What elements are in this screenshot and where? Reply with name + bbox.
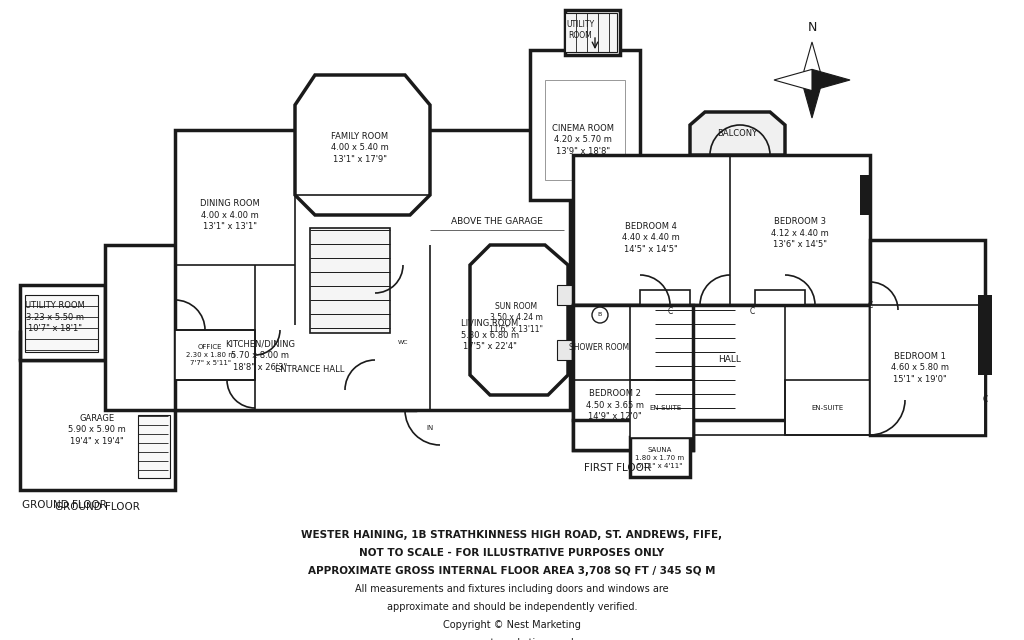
Text: SUN ROOM
3.50 x 4.24 m
11'6" x 13'11": SUN ROOM 3.50 x 4.24 m 11'6" x 13'11" <box>489 301 543 334</box>
Text: BEDROOM 4
4.40 x 4.40 m
14'5" x 14'5": BEDROOM 4 4.40 x 4.40 m 14'5" x 14'5" <box>623 221 680 254</box>
Text: OFFICE
2.30 x 1.80 m
7'7" x 5'11": OFFICE 2.30 x 1.80 m 7'7" x 5'11" <box>185 344 234 366</box>
Text: EN-SUITE: EN-SUITE <box>812 405 844 411</box>
Text: C: C <box>982 305 987 314</box>
Polygon shape <box>774 69 812 91</box>
Text: KITCHEN/DINING
5.70 x 8.00 m
18'8" x 26'3": KITCHEN/DINING 5.70 x 8.00 m 18'8" x 26'… <box>225 340 295 372</box>
Polygon shape <box>812 69 850 91</box>
Text: FIRST FLOOR: FIRST FLOOR <box>585 463 651 473</box>
Text: GROUND FLOOR: GROUND FLOOR <box>22 500 106 510</box>
Bar <box>573 305 693 450</box>
Text: B: B <box>598 312 602 317</box>
Bar <box>860 175 872 215</box>
Bar <box>310 228 390 333</box>
Bar <box>545 80 625 180</box>
Bar <box>630 437 690 477</box>
Bar <box>870 240 985 435</box>
Bar <box>655 308 735 418</box>
Bar <box>530 50 640 200</box>
Text: BEDROOM 1
4.60 x 5.80 m
15'1" x 19'0": BEDROOM 1 4.60 x 5.80 m 15'1" x 19'0" <box>891 352 949 384</box>
Bar <box>978 295 992 375</box>
Polygon shape <box>690 112 785 155</box>
Bar <box>138 415 170 478</box>
Text: UTILITY ROOM
3.23 x 5.50 m
10'7" x 18'1": UTILITY ROOM 3.23 x 5.50 m 10'7" x 18'1" <box>26 301 85 333</box>
Text: DINING ROOM
4.00 x 4.00 m
13'1" x 13'1": DINING ROOM 4.00 x 4.00 m 13'1" x 13'1" <box>200 198 260 231</box>
Bar <box>785 380 870 435</box>
Text: EN-SUITE: EN-SUITE <box>649 405 681 411</box>
Text: ABOVE THE GARAGE: ABOVE THE GARAGE <box>451 218 543 227</box>
Text: SAUNA
1.80 x 1.70 m
5'11" x 4'11": SAUNA 1.80 x 1.70 m 5'11" x 4'11" <box>636 447 685 469</box>
Text: BEDROOM 2
4.50 x 3.65 m
14'9" x 12'0": BEDROOM 2 4.50 x 3.65 m 14'9" x 12'0" <box>586 388 644 421</box>
Text: C: C <box>982 396 987 404</box>
Text: IN: IN <box>426 425 433 431</box>
Bar <box>20 360 175 490</box>
Bar <box>557 340 575 360</box>
Polygon shape <box>470 245 568 395</box>
Text: HALL: HALL <box>719 355 741 365</box>
Bar <box>370 320 415 370</box>
Text: All measurements and fixtures including doors and windows are: All measurements and fixtures including … <box>355 584 669 594</box>
Text: LIVING ROOM
5.30 x 6.80 m
17'5" x 22'4": LIVING ROOM 5.30 x 6.80 m 17'5" x 22'4" <box>461 319 519 351</box>
Bar <box>640 290 690 308</box>
Text: WC: WC <box>397 340 409 346</box>
Text: BALCONY: BALCONY <box>717 129 757 138</box>
Text: GARAGE
5.90 x 5.90 m
19'4" x 19'4": GARAGE 5.90 x 5.90 m 19'4" x 19'4" <box>69 413 126 446</box>
Text: Copyright © Nest Marketing: Copyright © Nest Marketing <box>443 620 581 630</box>
Text: BEDROOM 3
4.12 x 4.40 m
13'6" x 14'5": BEDROOM 3 4.12 x 4.40 m 13'6" x 14'5" <box>771 217 828 250</box>
Text: NOT TO SCALE - FOR ILLUSTRATIVE PURPOSES ONLY: NOT TO SCALE - FOR ILLUSTRATIVE PURPOSES… <box>359 548 665 558</box>
Bar <box>20 285 105 360</box>
Bar <box>870 305 985 435</box>
Polygon shape <box>802 80 822 118</box>
Text: WESTER HAINING, 1B STRATHKINNESS HIGH ROAD, ST. ANDREWS, FIFE,: WESTER HAINING, 1B STRATHKINNESS HIGH RO… <box>301 530 723 540</box>
Text: C: C <box>668 307 673 317</box>
Text: C: C <box>750 307 755 317</box>
Text: www.nest-marketing.co.uk: www.nest-marketing.co.uk <box>447 638 577 640</box>
Bar <box>175 130 570 410</box>
Bar <box>755 290 805 308</box>
Bar <box>573 305 870 420</box>
Text: CINEMA ROOM
4.20 x 5.70 m
13'9" x 18'8": CINEMA ROOM 4.20 x 5.70 m 13'9" x 18'8" <box>552 124 614 156</box>
Text: approximate and should be independently verified.: approximate and should be independently … <box>387 602 637 612</box>
Bar <box>557 285 575 305</box>
Text: SHOWER ROOM: SHOWER ROOM <box>569 344 629 353</box>
Polygon shape <box>295 75 430 215</box>
Bar <box>565 13 617 52</box>
Bar <box>565 10 620 55</box>
Bar <box>573 155 870 305</box>
Text: N: N <box>807 21 817 34</box>
Bar <box>105 245 415 410</box>
Text: UTILITY
ROOM: UTILITY ROOM <box>566 20 594 40</box>
Text: APPROXIMATE GROSS INTERNAL FLOOR AREA 3,708 SQ FT / 345 SQ M: APPROXIMATE GROSS INTERNAL FLOOR AREA 3,… <box>308 566 716 576</box>
Bar <box>630 380 693 438</box>
Bar <box>175 330 255 380</box>
Bar <box>25 295 98 352</box>
Text: C: C <box>867 301 872 310</box>
Bar <box>573 420 693 450</box>
Polygon shape <box>802 42 822 80</box>
Text: FAMILY ROOM
4.00 x 5.40 m
13'1" x 17'9": FAMILY ROOM 4.00 x 5.40 m 13'1" x 17'9" <box>331 132 389 164</box>
Text: GROUND FLOOR: GROUND FLOOR <box>55 502 140 512</box>
Text: ENTRANCE HALL: ENTRANCE HALL <box>275 365 345 374</box>
